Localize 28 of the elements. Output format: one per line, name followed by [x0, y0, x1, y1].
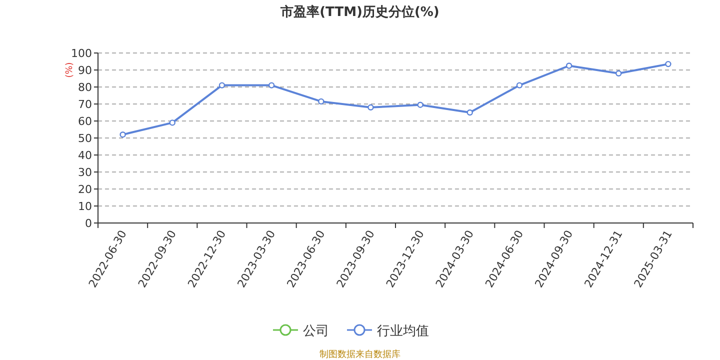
point [665, 60, 672, 68]
point [417, 102, 424, 108]
point [218, 82, 226, 88]
point [169, 120, 176, 126]
point [516, 82, 523, 88]
legend-label: 公司 [303, 324, 329, 339]
point [318, 98, 324, 105]
y-tick-label: 100 [71, 47, 92, 60]
point [368, 104, 374, 110]
y-tick-label: 80 [78, 81, 92, 94]
point [616, 70, 622, 76]
y-tick-label: 10 [78, 200, 92, 213]
y-tick-label: 50 [78, 132, 92, 145]
y-axis-title: (%) [65, 62, 75, 78]
y-tick-label: 20 [78, 183, 92, 196]
y-tick-label: 60 [78, 115, 92, 128]
y-tick-label: 0 [85, 217, 92, 230]
text: 制图数据来自数据库 [320, 349, 400, 360]
point [466, 109, 473, 116]
legend-label: 行业均值 [377, 324, 429, 339]
y-tick-label: 90 [78, 64, 92, 77]
y-tick-label: 70 [78, 98, 92, 111]
y-tick-label: 30 [78, 166, 92, 179]
point [566, 62, 572, 69]
y-tick-label: 40 [78, 149, 92, 162]
point [120, 132, 126, 138]
point [268, 82, 275, 88]
chart-title: 市盈率(TTM)历史分位(%) [280, 4, 440, 20]
